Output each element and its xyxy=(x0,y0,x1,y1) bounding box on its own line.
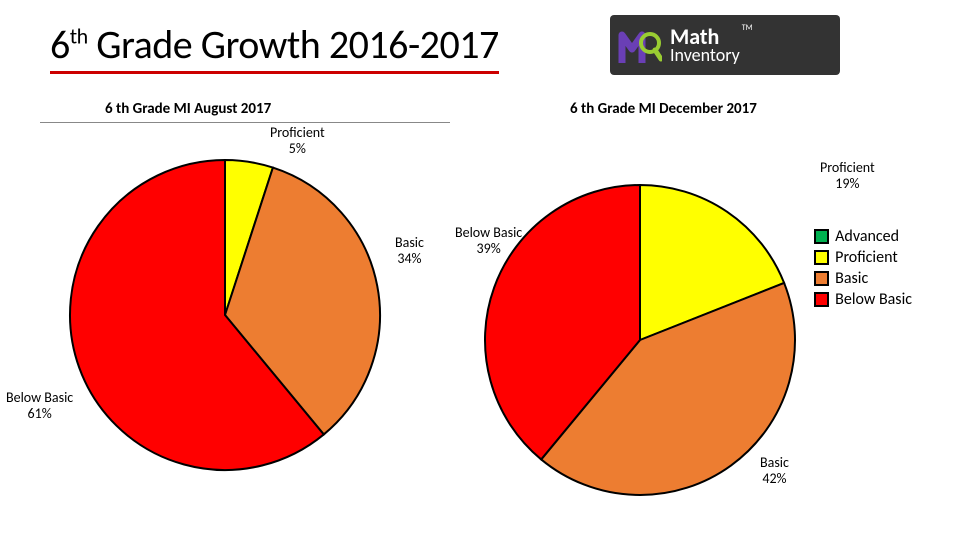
legend-swatch xyxy=(814,271,829,286)
pie-slice-proficient xyxy=(225,160,273,315)
pie-slice-below-basic xyxy=(70,160,324,470)
legend-label: Advanced xyxy=(835,227,899,246)
title-post: Grade Growth 2016-2017 xyxy=(88,20,499,69)
chart-left-title: 6 th Grade MI August 2017 xyxy=(105,100,271,118)
legend: Advanced Proficient Basic Below Basic xyxy=(814,225,912,311)
label-proficient: Proficient5% xyxy=(270,125,325,157)
pie-slice-basic xyxy=(541,283,795,495)
title-sup: th xyxy=(70,23,88,50)
legend-swatch xyxy=(814,250,829,265)
logo-text: Math Inventory xyxy=(670,26,740,64)
legend-item-below-basic: Below Basic xyxy=(814,290,912,309)
legend-label: Proficient xyxy=(835,248,898,267)
label-below-basic: Below Basic61% xyxy=(6,390,73,422)
legend-label: Below Basic xyxy=(835,290,912,309)
label-proficient: Proficient19% xyxy=(820,160,875,192)
label-basic: Basic34% xyxy=(395,235,424,267)
legend-item-advanced: Advanced xyxy=(814,227,912,246)
logo-line2: Inventory xyxy=(670,46,740,64)
legend-swatch xyxy=(814,292,829,307)
label-basic: Basic42% xyxy=(760,455,789,487)
legend-swatch xyxy=(814,229,829,244)
chart-right-title: 6 th Grade MI December 2017 xyxy=(570,100,757,118)
pie-slice-basic xyxy=(225,168,380,435)
page-title: 6th Grade Growth 2016-2017 xyxy=(50,20,499,74)
title-pre: 6 xyxy=(50,20,70,69)
legend-label: Basic xyxy=(835,269,868,288)
logo-icon xyxy=(618,23,662,67)
legend-item-basic: Basic xyxy=(814,269,912,288)
divider-line xyxy=(40,122,450,123)
math-inventory-logo: Math Inventory TM xyxy=(610,15,840,75)
pie-slice-proficient xyxy=(640,185,784,340)
legend-item-proficient: Proficient xyxy=(814,248,912,267)
logo-tm: TM xyxy=(742,23,753,33)
label-below-basic: Below Basic39% xyxy=(455,225,522,257)
